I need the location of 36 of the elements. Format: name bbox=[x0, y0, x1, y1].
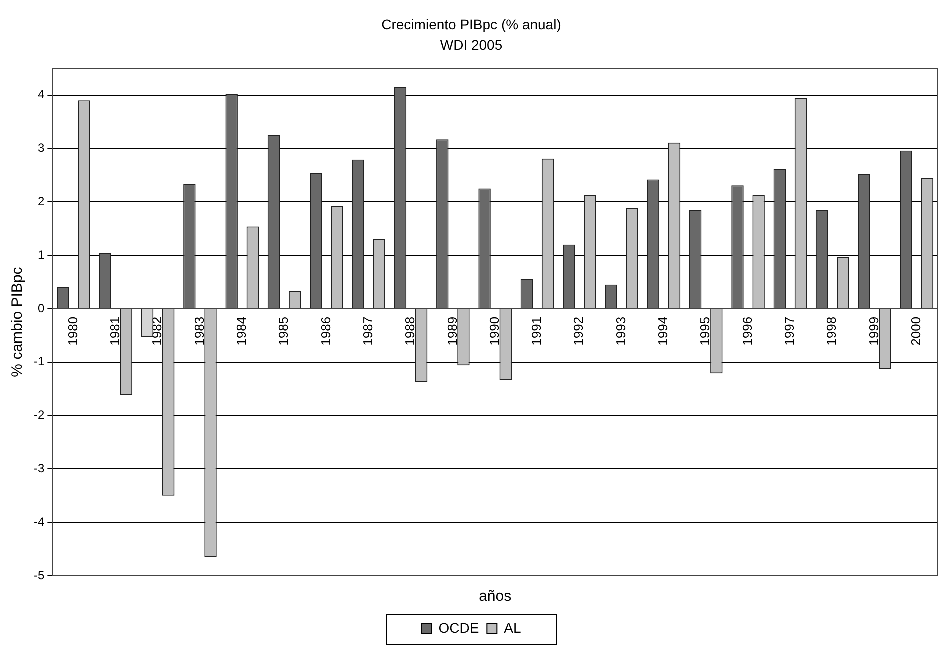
y-tick-label: -3 bbox=[34, 461, 45, 476]
y-tick-label: 0 bbox=[38, 301, 45, 316]
x-tick-label: 1996 bbox=[740, 316, 755, 346]
x-tick-label: 1997 bbox=[782, 316, 798, 346]
x-tick-label: 1993 bbox=[613, 316, 628, 346]
x-tick-label: 1980 bbox=[65, 316, 80, 346]
y-tick-label: 3 bbox=[38, 141, 45, 156]
x-tick-label: 1990 bbox=[486, 316, 502, 346]
x-tick-label: 1991 bbox=[529, 316, 544, 346]
chart-title: Crecimiento PIBpc (% anual) bbox=[382, 16, 562, 32]
y-axis-title: % cambio PIBpc bbox=[9, 266, 26, 378]
y-tick-label: 2 bbox=[38, 194, 45, 208]
x-tick-label: 1986 bbox=[318, 316, 334, 346]
x-tick-label: 1994 bbox=[656, 316, 671, 346]
y-tick-label: -4 bbox=[34, 514, 45, 529]
x-tick-label: 1989 bbox=[444, 316, 460, 346]
legend-label: OCDE bbox=[438, 620, 480, 636]
x-tick-label: 1987 bbox=[360, 316, 376, 346]
x-tick-label: 1992 bbox=[571, 316, 586, 346]
y-tick-label: -1 bbox=[34, 354, 45, 369]
x-tick-label: 1999 bbox=[866, 316, 882, 346]
x-tick-label: 1998 bbox=[824, 316, 840, 346]
x-tick-label: 1995 bbox=[698, 316, 713, 346]
y-tick-label: 4 bbox=[38, 88, 45, 102]
x-tick-label: 1984 bbox=[234, 316, 249, 346]
x-tick-label: 1983 bbox=[192, 316, 207, 346]
y-tick-label: -5 bbox=[34, 568, 45, 582]
x-tick-label: 2000 bbox=[908, 316, 924, 346]
y-tick-label: -2 bbox=[34, 408, 45, 422]
y-tick-label: 1 bbox=[38, 248, 45, 262]
x-tick-label: 1988 bbox=[402, 316, 418, 346]
x-axis-title: años bbox=[479, 588, 512, 606]
legend-label: AL bbox=[504, 620, 522, 636]
x-tick-label: 1981 bbox=[107, 316, 122, 346]
x-tick-label: 1985 bbox=[276, 316, 292, 346]
chart-subtitle: WDI 2005 bbox=[440, 37, 503, 54]
